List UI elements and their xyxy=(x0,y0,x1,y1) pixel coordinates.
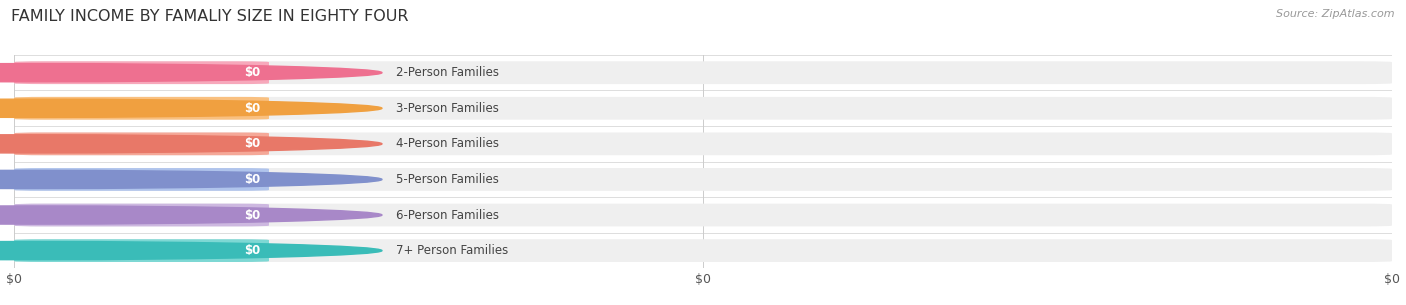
Text: Source: ZipAtlas.com: Source: ZipAtlas.com xyxy=(1277,9,1395,19)
Text: $0: $0 xyxy=(245,209,260,221)
Circle shape xyxy=(0,170,382,188)
FancyBboxPatch shape xyxy=(14,97,269,120)
Circle shape xyxy=(0,63,382,82)
FancyBboxPatch shape xyxy=(14,168,1392,191)
Text: 3-Person Families: 3-Person Families xyxy=(395,102,499,115)
Text: 7+ Person Families: 7+ Person Families xyxy=(395,244,508,257)
Circle shape xyxy=(0,242,382,260)
Text: 2-Person Families: 2-Person Families xyxy=(395,66,499,79)
FancyBboxPatch shape xyxy=(14,61,1392,84)
Text: $0: $0 xyxy=(245,102,260,115)
FancyBboxPatch shape xyxy=(14,132,1392,155)
Text: FAMILY INCOME BY FAMALIY SIZE IN EIGHTY FOUR: FAMILY INCOME BY FAMALIY SIZE IN EIGHTY … xyxy=(11,9,409,24)
Circle shape xyxy=(0,135,382,153)
FancyBboxPatch shape xyxy=(14,97,1392,120)
FancyBboxPatch shape xyxy=(14,61,269,84)
Text: $0: $0 xyxy=(245,66,260,79)
FancyBboxPatch shape xyxy=(14,239,1392,262)
FancyBboxPatch shape xyxy=(14,239,269,262)
FancyBboxPatch shape xyxy=(14,168,269,191)
Circle shape xyxy=(0,206,382,224)
Text: $0: $0 xyxy=(245,137,260,150)
Circle shape xyxy=(0,99,382,117)
FancyBboxPatch shape xyxy=(14,204,1392,226)
Text: 5-Person Families: 5-Person Families xyxy=(395,173,499,186)
FancyBboxPatch shape xyxy=(14,204,269,226)
Text: 4-Person Families: 4-Person Families xyxy=(395,137,499,150)
Text: $0: $0 xyxy=(245,244,260,257)
Text: 6-Person Families: 6-Person Families xyxy=(395,209,499,221)
FancyBboxPatch shape xyxy=(14,132,269,155)
Text: $0: $0 xyxy=(245,173,260,186)
